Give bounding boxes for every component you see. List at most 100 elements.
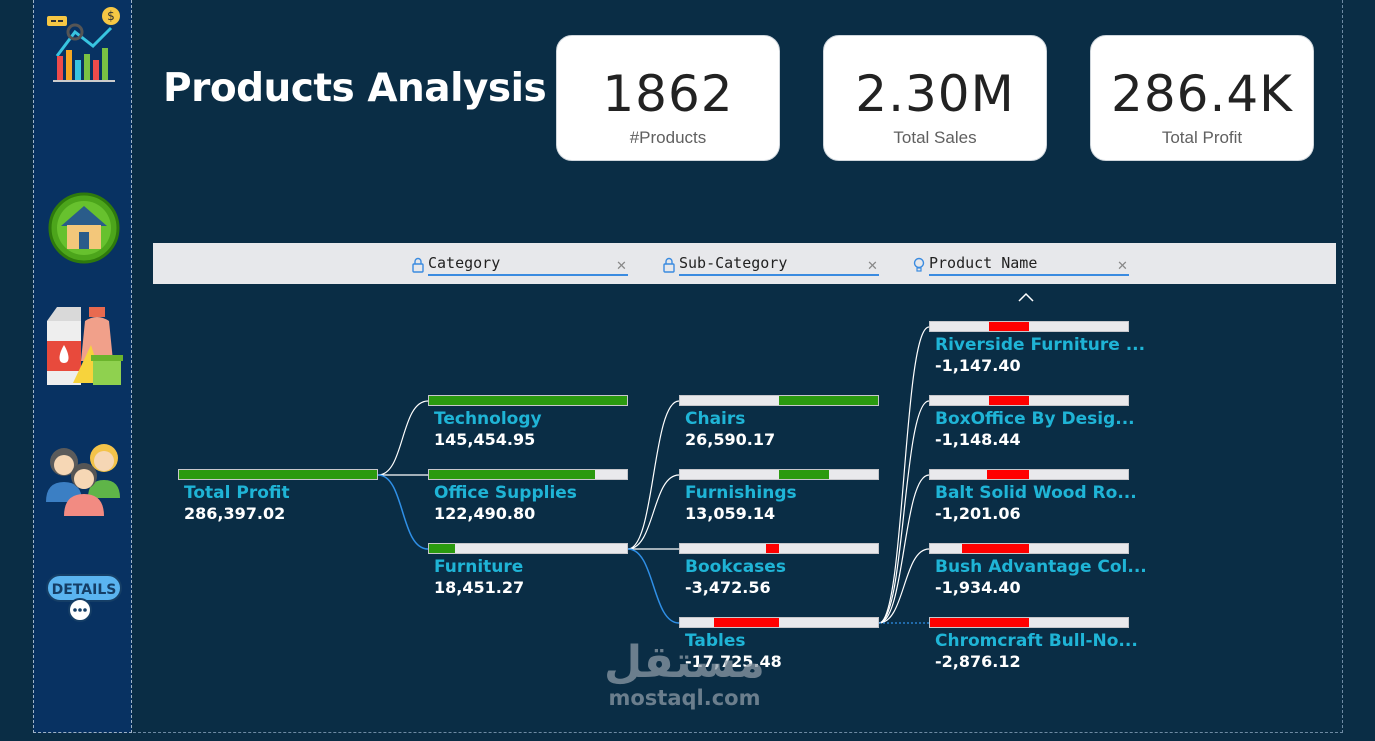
lightbulb-icon xyxy=(913,257,925,272)
remove-level-icon[interactable]: ✕ xyxy=(867,259,878,274)
node-name: Office Supplies xyxy=(434,483,577,503)
watermark-latin: mostaql.com xyxy=(608,686,761,710)
node-bar xyxy=(679,543,879,554)
sidebar-nav: $ xyxy=(33,0,132,733)
node-fill xyxy=(779,470,829,479)
customers-button[interactable] xyxy=(34,436,133,518)
node-bar xyxy=(428,543,628,554)
node-value: 13,059.14 xyxy=(685,504,776,523)
connector-product-4 xyxy=(878,548,930,624)
node-name: Furnishings xyxy=(685,483,797,503)
scroll-up-icon[interactable] xyxy=(1018,292,1034,302)
node-value: -17,725.48 xyxy=(685,652,782,671)
node-bar xyxy=(929,617,1129,628)
node-bar xyxy=(929,543,1129,554)
kpi-value: 2.30M xyxy=(855,65,1015,123)
node-name: Balt Solid Wood Ro... xyxy=(935,483,1137,503)
node-value: -1,148.44 xyxy=(935,430,1021,449)
home-icon xyxy=(48,192,119,264)
kpi-label: #Products xyxy=(629,128,707,147)
node-bar xyxy=(679,469,879,480)
node-name: Total Profit xyxy=(184,483,290,503)
node-fill xyxy=(766,544,779,553)
level-header-subcategory[interactable]: Sub-Category ✕ xyxy=(662,253,879,276)
kpi-card-products: 1862 #Products xyxy=(556,35,780,161)
node-fill xyxy=(179,470,377,479)
node-bar xyxy=(929,469,1129,480)
node-fill xyxy=(987,470,1029,479)
node-value: 26,590.17 xyxy=(685,430,776,449)
node-name: BoxOffice By Desig... xyxy=(935,409,1135,429)
watermark-arabic: مستقل xyxy=(604,637,765,688)
kpi-card-profit: 286.4K Total Profit xyxy=(1090,35,1314,161)
kpi-card-sales: 2.30M Total Sales xyxy=(823,35,1047,161)
kpi-value: 1862 xyxy=(602,65,734,123)
node-value: 145,454.95 xyxy=(434,430,536,449)
node-value: -1,934.40 xyxy=(935,578,1021,597)
node-name: Bush Advantage Col... xyxy=(935,557,1147,577)
home-button[interactable] xyxy=(34,192,133,264)
connector-product-1 xyxy=(878,326,930,624)
node-bar xyxy=(428,469,628,480)
page-title: Products Analysis xyxy=(163,66,547,111)
customers-icon xyxy=(45,444,120,516)
node-name: Chairs xyxy=(685,409,746,429)
node-name: Riverside Furniture ... xyxy=(935,335,1146,355)
connector-product-2 xyxy=(878,400,930,624)
kpi-label: Total Profit xyxy=(1161,128,1243,147)
node-bar xyxy=(679,617,879,628)
connector-furniture xyxy=(377,474,429,550)
node-fill xyxy=(961,544,1029,553)
products-icon xyxy=(46,307,123,385)
decomposition-tree-header: Category ✕ Sub-Category ✕ Product Name ✕ xyxy=(153,243,1336,284)
node-value: -1,147.40 xyxy=(935,356,1021,375)
connector-furnishings xyxy=(627,474,680,550)
node-bar xyxy=(178,469,378,480)
node-fill xyxy=(429,544,455,553)
node-value: 122,490.80 xyxy=(434,504,536,523)
products-button[interactable] xyxy=(34,305,133,391)
level-header-category[interactable]: Category ✕ xyxy=(411,253,628,276)
connector-product-3 xyxy=(878,474,930,624)
node-bar xyxy=(428,395,628,406)
node-value: -2,876.12 xyxy=(935,652,1021,671)
remove-level-icon[interactable]: ✕ xyxy=(616,259,627,274)
lock-icon xyxy=(663,257,675,273)
node-value: 18,451.27 xyxy=(434,578,525,597)
node-value: -3,472.56 xyxy=(685,578,771,597)
details-icon: DETAILS xyxy=(45,574,122,622)
connector-tables xyxy=(627,548,680,624)
node-fill xyxy=(429,396,627,405)
node-fill xyxy=(713,618,779,627)
kpi-label: Total Sales xyxy=(893,128,977,147)
svg-text:$: $ xyxy=(107,9,115,23)
node-value: -1,201.06 xyxy=(935,504,1021,523)
node-fill xyxy=(429,470,596,479)
level-label: Sub-Category xyxy=(679,254,879,276)
analytics-logo-icon: $ xyxy=(34,6,133,84)
level-label: Product Name xyxy=(929,254,1129,276)
kpi-value: 286.4K xyxy=(1111,65,1293,123)
node-name: Furniture xyxy=(434,557,524,577)
node-name: Technology xyxy=(434,409,542,429)
node-value: 286,397.02 xyxy=(184,504,286,523)
level-label: Category xyxy=(428,254,628,276)
node-name: Bookcases xyxy=(685,557,786,577)
node-fill xyxy=(779,396,878,405)
node-bar xyxy=(929,395,1129,406)
watermark: مستقل mostaql.com xyxy=(604,637,765,711)
details-label: DETAILS xyxy=(51,582,116,598)
level-header-product[interactable]: Product Name ✕ xyxy=(912,253,1129,276)
node-bar xyxy=(679,395,879,406)
node-fill xyxy=(930,618,1029,627)
node-name: Chromcraft Bull-No... xyxy=(935,631,1138,651)
node-fill xyxy=(989,322,1029,331)
details-button[interactable]: DETAILS xyxy=(34,572,133,624)
node-bar xyxy=(929,321,1129,332)
lock-icon xyxy=(412,257,424,273)
node-name: Tables xyxy=(685,631,746,651)
remove-level-icon[interactable]: ✕ xyxy=(1117,259,1128,274)
node-fill xyxy=(989,396,1029,405)
connector-technology xyxy=(377,400,429,476)
